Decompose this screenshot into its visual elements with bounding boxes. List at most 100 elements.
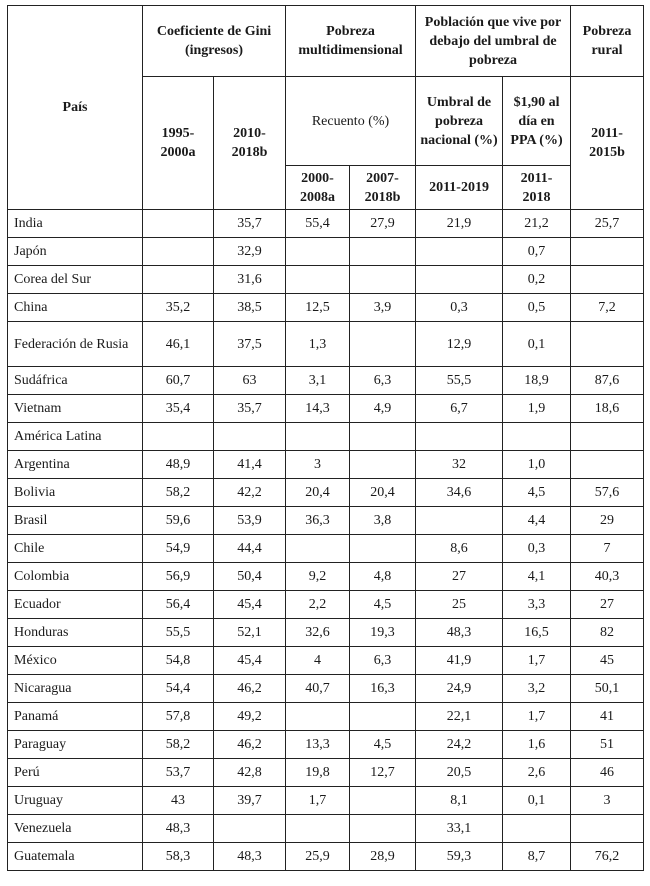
ppa-cell: 0,1 [502,321,572,367]
table-row: Bolivia 58,2 42,2 20,4 20,4 34,6 4,5 57,… [7,478,645,507]
nacional-cell: 59,3 [415,842,504,871]
rural-cell [570,321,645,367]
nacional-cell: 22,1 [415,702,504,731]
rural-cell: 7 [570,534,645,563]
country-cell: Sudáfrica [7,366,143,395]
ppa-cell: 3,2 [502,674,572,703]
table-row: Argentina 48,9 41,4 3 32 1,0 [7,450,645,479]
gini-a-cell: 54,9 [142,534,214,563]
table-row: Colombia 56,9 50,4 9,2 4,8 27 4,1 40,3 [7,562,645,591]
gini-a-cell: 56,9 [142,562,214,591]
gini-b-cell: 52,1 [212,618,287,647]
multi-a-cell: 9,2 [285,562,351,591]
ppa-cell: 4,1 [502,562,572,591]
gini-b-cell: 48,3 [212,842,287,871]
gini-a-cell: 46,1 [142,321,214,367]
multi-b-cell: 3,8 [349,506,417,535]
nacional-cell: 12,9 [415,321,504,367]
header-gini: Coeficiente de Gini (ingresos) [141,5,287,77]
multi-b-cell [349,321,417,367]
multi-a-cell: 1,7 [285,786,351,815]
country-cell: Japón [7,237,143,266]
header-recuento: Recuento (%) [285,76,417,166]
multi-b-cell: 28,9 [349,842,417,871]
rural-cell: 50,1 [570,674,645,703]
gini-a-cell [142,265,214,294]
rural-cell: 7,2 [570,293,645,322]
multi-b-cell: 6,3 [349,646,417,675]
gini-b-cell: 49,2 [212,702,287,731]
ppa-cell: 3,3 [502,590,572,619]
country-cell: Colombia [7,562,143,591]
header-ppa: $1,90 al día en PPA (%) [502,76,572,166]
nacional-cell: 32 [415,450,504,479]
multi-a-cell [285,237,351,266]
table-row: Uruguay 43 39,7 1,7 8,1 0,1 3 [7,786,645,815]
ppa-cell: 0,3 [502,534,572,563]
nacional-cell: 6,7 [415,394,504,423]
gini-b-cell: 31,6 [212,265,287,294]
ppa-cell: 21,2 [502,209,572,238]
table-row: Paraguay 58,2 46,2 13,3 4,5 24,2 1,6 51 [7,730,645,759]
country-cell: México [7,646,143,675]
multi-a-cell: 25,9 [285,842,351,871]
multi-b-cell [349,237,417,266]
gini-a-cell: 58,2 [142,730,214,759]
ppa-cell [502,422,572,451]
gini-a-cell: 58,2 [142,478,214,507]
rural-cell: 3 [570,786,645,815]
multi-b-cell: 16,3 [349,674,417,703]
gini-a-cell: 56,4 [142,590,214,619]
country-cell: Perú [7,758,143,787]
multi-a-cell: 36,3 [285,506,351,535]
country-cell: Nicaragua [7,674,143,703]
table-row: Vietnam 35,4 35,7 14,3 4,9 6,7 1,9 18,6 [7,394,645,423]
nacional-cell: 8,6 [415,534,504,563]
table-row: Corea del Sur 31,6 0,2 [7,265,645,294]
nacional-cell: 33,1 [415,814,504,843]
gini-a-cell [142,422,214,451]
ppa-cell: 0,1 [502,786,572,815]
gini-b-cell: 45,4 [212,590,287,619]
nacional-cell: 34,6 [415,478,504,507]
header-pobreza-multidimensional: Pobreza multidimensional [285,5,417,77]
gini-a-cell: 55,5 [142,618,214,647]
table-row: Honduras 55,5 52,1 32,6 19,3 48,3 16,5 8… [7,618,645,647]
multi-a-cell: 12,5 [285,293,351,322]
multi-a-cell: 13,3 [285,730,351,759]
ppa-cell: 1,0 [502,450,572,479]
gini-b-cell: 32,9 [212,237,287,266]
nacional-cell: 8,1 [415,786,504,815]
gini-a-cell: 53,7 [142,758,214,787]
nacional-cell [415,265,504,294]
gini-b-cell: 45,4 [212,646,287,675]
multi-b-cell [349,534,417,563]
multi-a-cell [285,814,351,843]
ppa-cell: 1,7 [502,646,572,675]
country-cell: Bolivia [7,478,143,507]
gini-a-cell: 48,9 [142,450,214,479]
gini-a-cell: 57,8 [142,702,214,731]
rural-cell [570,237,645,266]
rural-cell [570,814,645,843]
multi-a-cell: 3 [285,450,351,479]
multi-a-cell: 19,8 [285,758,351,787]
gini-a-cell [142,209,214,238]
header-nacional-2011: 2011-2019 [415,165,504,210]
country-cell: India [7,209,143,238]
multi-a-cell [285,422,351,451]
poverty-inequality-table: País Coeficiente de Gini (ingresos) Pobr… [7,5,645,871]
gini-a-cell: 43 [142,786,214,815]
multi-a-cell: 1,3 [285,321,351,367]
multi-a-cell: 4 [285,646,351,675]
table-row: Ecuador 56,4 45,4 2,2 4,5 25 3,3 27 [7,590,645,619]
country-cell: Uruguay [7,786,143,815]
multi-b-cell: 3,9 [349,293,417,322]
header-pais: País [7,5,143,210]
gini-b-cell: 39,7 [212,786,287,815]
header-multi-2007: 2007-2018b [349,165,417,210]
header-gini-1995: 1995-2000a [142,76,214,210]
rural-cell [570,450,645,479]
multi-a-cell [285,702,351,731]
nacional-cell: 48,3 [415,618,504,647]
